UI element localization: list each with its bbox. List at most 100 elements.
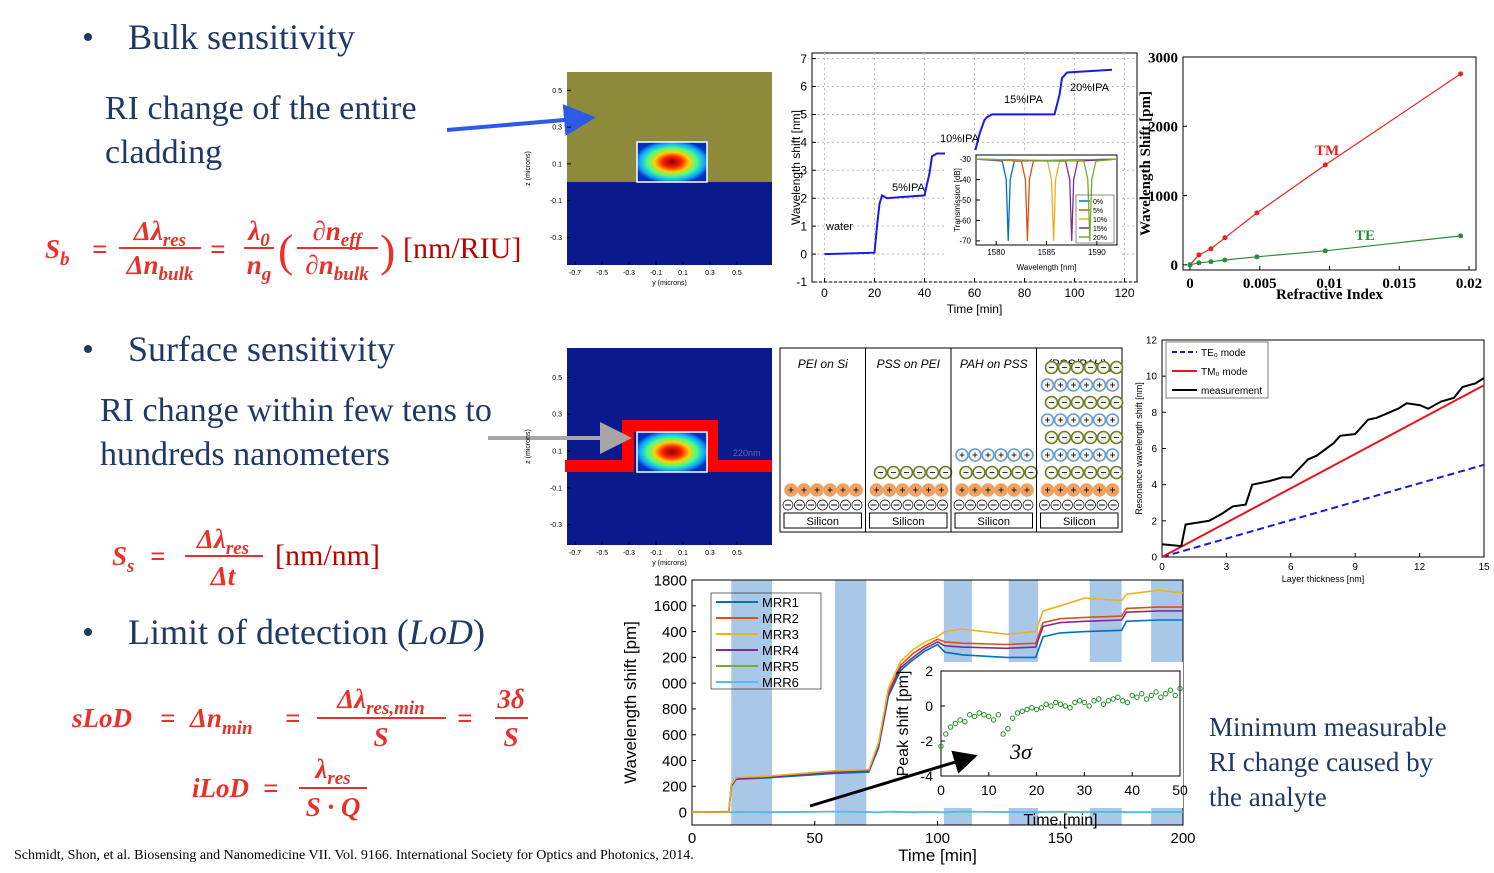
data-point [952,720,959,727]
eq-token: Δλres [196,524,249,559]
legend-label: 0% [1093,199,1103,206]
y-tick-label: 4 [800,136,807,150]
x-tick-label: -0.3 [623,270,635,277]
x-tick-label: 9 [1352,562,1358,573]
eq-token: b [60,249,70,270]
y-tick-label: 5 [800,108,807,122]
y-tick-label: 000 [662,675,687,692]
substrate-label: Silicon [1063,516,1095,528]
x-tick-label: -0.5 [596,550,608,557]
y-tick-label: 6 [800,80,807,94]
eq-token: 0 [260,230,270,251]
x-tick-label: 0 [688,830,696,847]
data-point [1100,701,1107,707]
marker [1254,254,1260,260]
x-tick-label: 3 [1224,562,1230,573]
data-point [986,713,992,720]
eq-token: λ [314,754,327,784]
x-tick-label: 0.3 [705,270,715,277]
layer-diagram: PEI on Si Silicon PSS on PEI Silicon PAH on … [779,347,1124,533]
substrate-label: Silicon [892,516,924,528]
data-point [1115,694,1121,700]
data-point [1167,687,1174,693]
x-tick-label: 120 [1114,286,1134,300]
data-point [1158,694,1164,700]
annotation: 15%IPA [1004,94,1044,106]
bullet-dot [84,345,92,353]
mode-image [567,72,772,265]
data-point [1124,699,1131,706]
y-tick-label: -0.3 [550,235,562,242]
eq-token: Sb [45,234,70,270]
substrate [1040,512,1119,529]
x-tick-label: 0.1 [678,270,688,277]
x-tick-label: 20 [868,286,882,300]
substrate [954,512,1033,529]
x-tick-label: 30 [1077,782,1093,798]
bullet-text: LoD [408,612,473,652]
eq-token: = [285,703,300,733]
data-point [1076,698,1083,704]
data-point [1072,699,1078,706]
x-tick-label: 80 [1018,286,1032,300]
x-tick-label: 1585 [1038,248,1056,257]
data-point [938,743,944,749]
data-point [1062,703,1068,709]
y-tick-label: 4 [1151,480,1157,491]
data-point [1029,705,1035,711]
x-axis-label: Wavelength [nm] [1017,263,1077,272]
note: the analyte [1209,782,1327,812]
x-tick-label: 0.01 [1316,276,1342,292]
y-tick-label: 600 [662,727,687,744]
x-tick-label: -0.5 [596,270,608,277]
x-tick-label: -0.7 [569,550,581,557]
column-title: PEI on Si [798,357,848,371]
data-point [1143,696,1150,702]
note: RI change within few tens to [100,392,492,429]
y-tick-label: -40 [959,175,971,184]
data-point [995,712,1002,718]
legend-label: TM₀ mode [1201,367,1248,378]
note: hundreds nanometers [100,436,390,473]
data-point [1010,715,1016,721]
data-point [1119,698,1126,704]
eq-token: 3δ [496,684,525,714]
data-point [1000,731,1006,737]
eq-token: n [247,250,262,280]
y-tick-label: 1000 [1148,189,1178,205]
data-point [1177,685,1183,692]
y-axis-label: z (microns) [525,429,532,464]
eq-token: S [45,234,60,264]
y-axis-label: Resonance wavelength shift [nm] [1134,382,1144,515]
note: cladding [105,134,222,171]
x-tick-label: 50 [1172,782,1188,798]
inset-bg [945,150,1121,276]
marker [1208,246,1214,252]
marker [1222,257,1228,263]
legend-label: TE₀ mode [1201,348,1246,359]
data-point [1148,692,1155,699]
column-title: PSS on PEI [877,357,941,371]
eq-token: Δnmin [189,703,253,739]
data-point [1105,698,1112,704]
y-tick-label: 0.3 [552,125,562,132]
data-point [943,731,949,737]
y-tick-label: -0.1 [550,198,562,205]
column-title: PAH on PSS [960,357,1028,371]
legend-label: MRR4 [762,643,799,658]
data-point [947,724,954,730]
y-tick-label: 3000 [1148,50,1178,66]
column-title: PEI on Si [798,357,848,371]
y-tick-label: 1 [800,219,807,233]
equation: sLoD = Δnmin = Δλres,min S = 3δ S [71,684,528,752]
annotation: 10%IPA [940,133,980,145]
data-line [692,589,1184,813]
data-point [1005,726,1011,732]
data-point [981,712,987,718]
eq-token: Δt [210,561,237,591]
legend-frame [710,592,822,690]
inset-bg [935,662,1183,808]
x-tick-label: 12 [1414,562,1426,573]
eq-token: = [263,773,278,803]
eq-token: = [150,541,165,571]
